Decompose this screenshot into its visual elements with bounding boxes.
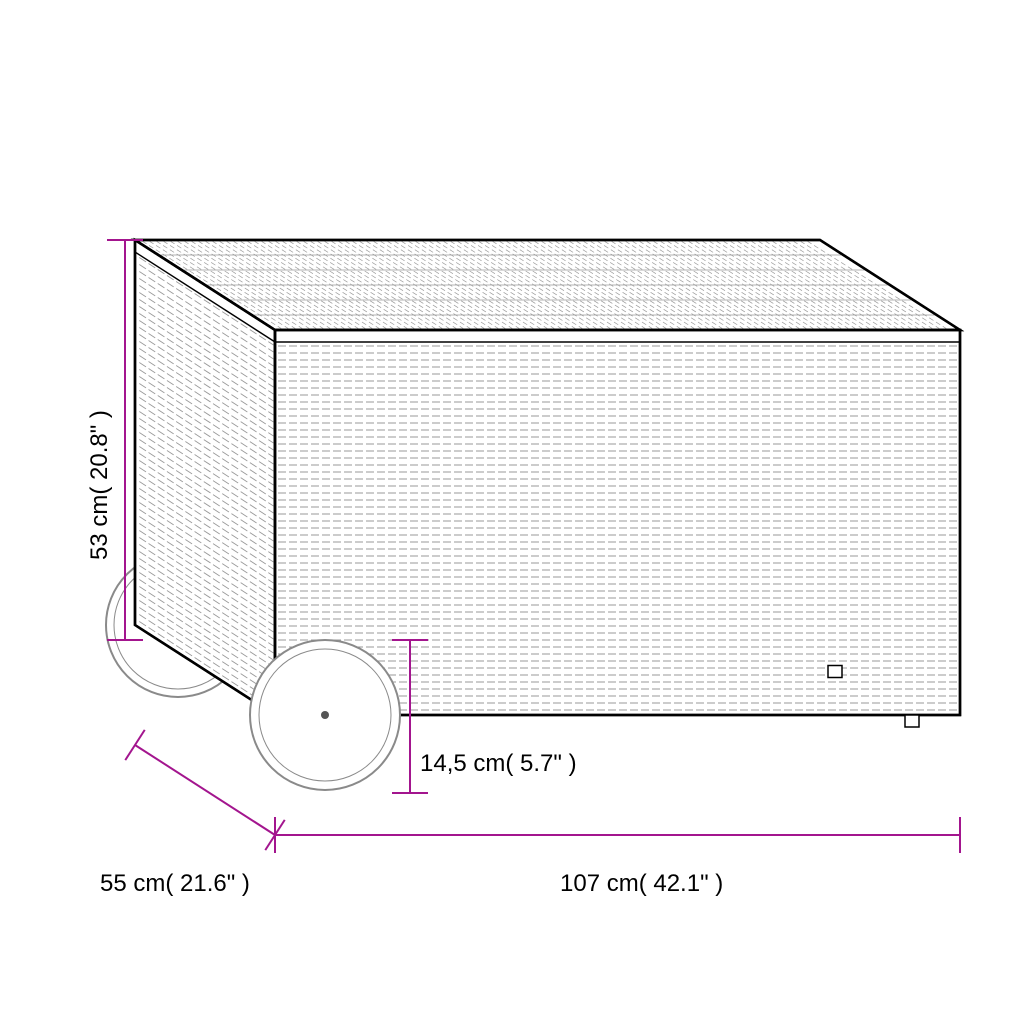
label-depth: 55 cm( 21.6" ) <box>100 870 250 898</box>
diagram-stage: 53 cm( 20.8" ) 55 cm( 21.6" ) 107 cm( 42… <box>0 0 1024 1024</box>
label-height: 53 cm( 20.8" ) <box>86 410 114 560</box>
label-width: 107 cm( 42.1" ) <box>560 870 723 898</box>
label-wheel: 14,5 cm( 5.7" ) <box>420 750 577 778</box>
